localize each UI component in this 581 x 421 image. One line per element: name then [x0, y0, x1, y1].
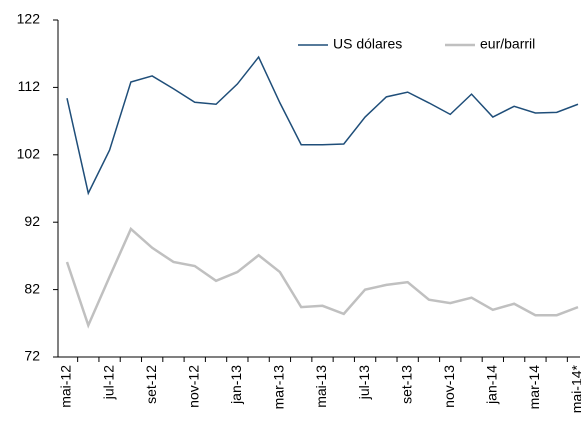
series-line — [66, 55, 579, 196]
y-tick-label: 82 — [24, 280, 40, 296]
y-tick-label: 102 — [17, 146, 41, 162]
x-tick-label: jul-12 — [100, 365, 116, 400]
x-tick-label: jan-14 — [484, 365, 500, 405]
y-tick-label: 122 — [17, 11, 41, 27]
x-tick-label: mai-14* — [569, 364, 581, 413]
x-tick-label: nov-12 — [185, 365, 201, 408]
x-tick-label: jul-13 — [356, 365, 372, 400]
x-tick-label: mai-13 — [313, 365, 329, 408]
y-tick-label: 112 — [18, 78, 41, 94]
x-tick-label: jan-13 — [228, 365, 244, 405]
x-tick-label: mar-14 — [526, 365, 542, 410]
y-tick-label: 92 — [24, 213, 40, 229]
x-tick-label: set-12 — [143, 365, 159, 404]
legend-label: US dólares — [333, 36, 402, 52]
series-line — [65, 226, 579, 329]
x-tick-label: mai-12 — [58, 365, 74, 408]
x-tick-label: set-13 — [398, 365, 414, 404]
x-tick-label: mar-13 — [271, 365, 287, 410]
legend-label: eur/barril — [480, 36, 535, 52]
y-tick-label: 72 — [24, 348, 40, 364]
x-tick-label: nov-13 — [441, 365, 457, 408]
